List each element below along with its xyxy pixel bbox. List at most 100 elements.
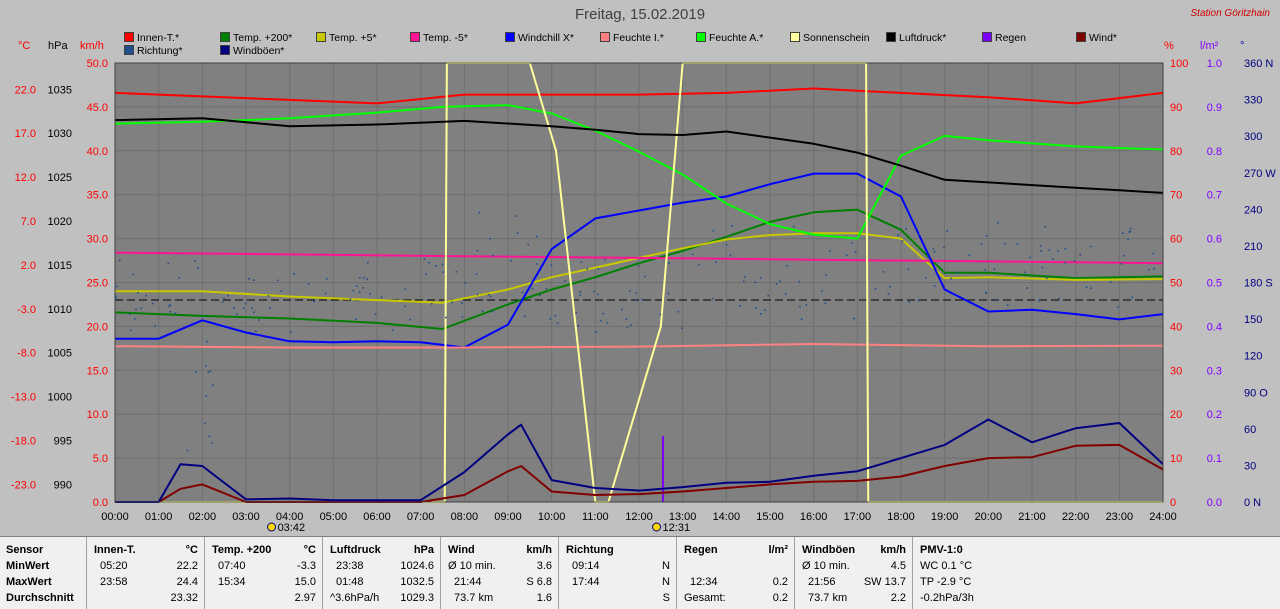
direction-dot xyxy=(821,290,823,292)
legend-label: Temp. +200* xyxy=(233,32,293,44)
direction-dot xyxy=(950,277,952,280)
druck-max-time: 01:48 xyxy=(336,576,364,588)
legend-item: Feuchte A.* xyxy=(696,32,763,44)
pressure-tick: 995 xyxy=(54,436,72,448)
direction-dot xyxy=(140,307,142,310)
direction-dot xyxy=(554,314,557,317)
direction-tick: 150 xyxy=(1244,314,1262,326)
direction-dot xyxy=(324,292,327,295)
direction-tick: 240 xyxy=(1244,204,1262,216)
direction-dot xyxy=(711,298,714,300)
min-row-label: MinWert xyxy=(6,560,50,572)
direction-dot xyxy=(691,253,694,256)
stats-footer: Sensor MinWert MaxWert Durchschnitt Inne… xyxy=(0,536,1280,609)
direction-dot xyxy=(352,289,355,292)
direction-dot xyxy=(236,313,238,316)
wind-tick: 20.0 xyxy=(87,321,108,333)
direction-dot xyxy=(626,326,629,329)
direction-dot xyxy=(354,318,357,321)
direction-axis-unit: ° xyxy=(1240,40,1245,52)
richtung-min-value: N xyxy=(662,560,670,572)
direction-dot xyxy=(207,371,210,374)
series-line xyxy=(114,117,1164,194)
direction-dot xyxy=(1089,245,1092,248)
humidity-tick: 40 xyxy=(1170,321,1182,333)
weather-chart: 22.0 17.0 12.0 7.0 2.0 -3.0 -8.0 -13.0 -18.0 -23.… xyxy=(11,58,1276,534)
direction-dot xyxy=(531,287,534,290)
direction-dot xyxy=(132,273,135,276)
temp200-max-value: 15.0 xyxy=(294,576,316,588)
direction-dot xyxy=(476,249,479,252)
richtung-min-time: 09:14 xyxy=(572,560,600,572)
pmv-column: PMV-1:0 WC 0.1 °C TP -2.9 °C -0.2hPa/3h xyxy=(912,537,1012,609)
direction-dot xyxy=(599,319,602,322)
humidity-tick: 0 xyxy=(1170,497,1176,509)
direction-dot xyxy=(1121,232,1124,234)
temp-tick: 22.0 xyxy=(15,84,36,96)
direction-dot xyxy=(606,322,609,324)
direction-dot xyxy=(889,286,891,288)
direction-dot xyxy=(1058,297,1061,300)
rain-tick: 0.7 xyxy=(1207,190,1222,202)
temp-tick: -18.0 xyxy=(11,436,36,448)
direction-dot xyxy=(579,294,582,296)
legend-swatch xyxy=(316,32,326,42)
x-tick: 13:00 xyxy=(669,511,697,523)
direction-dot xyxy=(667,292,670,295)
series-line xyxy=(115,172,1164,349)
x-tick: 01:00 xyxy=(145,511,173,523)
direction-dot xyxy=(242,307,245,310)
direction-dot xyxy=(536,263,538,265)
chart-title: Freitag, 15.02.2019 xyxy=(574,6,706,23)
direction-dot xyxy=(1048,249,1051,252)
series-line xyxy=(114,251,1164,265)
sun-marker-label: 03:42 xyxy=(278,522,306,534)
regen-total-label: Gesamt: xyxy=(684,592,726,604)
direction-dot xyxy=(1153,267,1155,270)
sun-marker-icon xyxy=(652,522,662,532)
x-tick: 22:00 xyxy=(1062,511,1090,523)
boeen-column: Windböen km/h Ø 10 min. 4.5 21:56 SW 13.… xyxy=(794,537,913,609)
direction-dot xyxy=(404,288,407,291)
direction-dot xyxy=(349,298,352,300)
direction-dot xyxy=(933,250,936,253)
direction-dot xyxy=(293,273,295,275)
direction-dot xyxy=(779,280,781,283)
direction-dot xyxy=(550,264,553,267)
direction-dot xyxy=(129,313,131,315)
humidity-tick: 20 xyxy=(1170,409,1182,421)
direction-dot xyxy=(1152,252,1155,255)
direction-dot xyxy=(731,224,734,227)
direction-dot xyxy=(442,271,444,274)
boeen-min-value: 4.5 xyxy=(890,560,906,572)
direction-dot xyxy=(907,268,910,270)
direction-dot xyxy=(824,302,827,305)
direction-dot xyxy=(290,331,292,333)
direction-dot xyxy=(851,242,854,244)
humidity-axis-unit: % xyxy=(1164,40,1174,52)
legend-label: Feuchte I.* xyxy=(613,32,664,44)
legend-swatch xyxy=(124,45,134,55)
direction-dot xyxy=(145,294,147,297)
temp200-column: Temp. +200 °C 07:40 -3.3 15:34 15.0 2.97 xyxy=(204,537,323,609)
direction-dot xyxy=(775,282,778,285)
x-tick: 14:00 xyxy=(713,511,741,523)
direction-dot xyxy=(1128,231,1131,233)
x-tick: 18:00 xyxy=(887,511,915,523)
innen-unit: °C xyxy=(185,544,198,556)
direction-dot xyxy=(204,422,206,425)
series-line xyxy=(115,232,1164,304)
temp200-min-time: 07:40 xyxy=(218,560,246,572)
pressure-tick: 1000 xyxy=(48,392,72,404)
rain-tick: 0.0 xyxy=(1207,497,1222,509)
legend-swatch xyxy=(124,32,134,42)
direction-dot xyxy=(115,295,117,298)
direction-dot xyxy=(628,290,631,292)
direction-dot xyxy=(129,329,132,332)
druck-unit: hPa xyxy=(413,544,434,556)
direction-dot xyxy=(993,268,996,271)
direction-dot xyxy=(154,325,156,327)
direction-dot xyxy=(269,307,271,309)
legend-label: Temp. +5* xyxy=(329,32,377,44)
rain-tick: 0.5 xyxy=(1207,278,1222,290)
